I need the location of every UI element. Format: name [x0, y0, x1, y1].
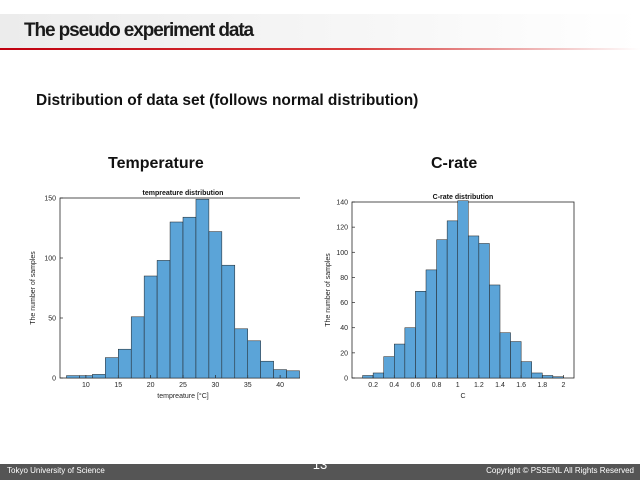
histogram-bar — [362, 375, 374, 379]
y-tick-label: 80 — [340, 275, 348, 282]
c-rate-heading: C-rate — [431, 155, 478, 172]
histogram-bar — [542, 375, 554, 379]
histogram-bar — [425, 269, 437, 379]
page-title: The pseudo experiment data — [24, 20, 254, 41]
x-tick-label: 1 — [456, 382, 460, 389]
y-tick-label: 20 — [340, 350, 348, 357]
histogram-bar — [372, 372, 384, 379]
histogram-bar — [404, 327, 416, 379]
page-number: 13 — [312, 457, 328, 472]
histogram-bar — [489, 284, 501, 379]
footer-bar: Tokyo University of Science 13 Copyright… — [0, 457, 640, 480]
histogram-bar — [286, 370, 300, 379]
x-tick-label: 0.6 — [411, 382, 421, 389]
c-rate-histogram: 0 20 40 60 80 100 120 140 0.2 0.4 0.6 0.8 1 1.2 1.4 1.6… — [325, 194, 575, 400]
temperature-heading: Temperature — [108, 155, 204, 172]
footer-organization: Tokyo University of Science — [7, 466, 105, 475]
x-tick-label: 25 — [179, 382, 187, 389]
x-tick-label: 35 — [244, 382, 252, 389]
y-tick-label: 50 — [48, 316, 56, 323]
title-bar — [0, 14, 640, 50]
x-tick-label: 1.8 — [537, 382, 547, 389]
y-axis-label: The number of samples — [30, 251, 37, 325]
histogram-bar — [156, 260, 171, 379]
y-tick-label: 150 — [44, 196, 56, 203]
y-tick-label: 120 — [336, 225, 348, 232]
x-tick-label: 40 — [276, 382, 284, 389]
histogram-bar — [457, 200, 469, 379]
histogram-bar — [510, 341, 522, 379]
x-tick-label: 1.4 — [495, 382, 505, 389]
x-axis-label: tempreature [°C] — [157, 392, 208, 400]
title-accent-line — [0, 48, 640, 50]
histogram-bar — [66, 375, 80, 379]
x-tick-label: 1.2 — [474, 382, 484, 389]
histogram-bar — [221, 264, 236, 379]
x-tick-label: 0.4 — [389, 382, 399, 389]
x-tick-label: 0.8 — [432, 382, 442, 389]
y-tick-label: 140 — [336, 200, 348, 207]
histogram-bar — [105, 357, 119, 379]
histogram-bar — [195, 198, 210, 379]
chart-title: C-rate distribution — [433, 194, 494, 201]
y-tick-label: 100 — [44, 256, 56, 263]
chart-title: tempreature distribution — [143, 190, 224, 197]
histogram-bar — [260, 360, 274, 379]
histogram-bar — [143, 275, 158, 379]
x-tick-label: 30 — [211, 382, 219, 389]
histogram-bar — [182, 216, 197, 379]
histogram-bar — [531, 372, 543, 379]
x-tick-label: 15 — [114, 382, 122, 389]
histogram-bar — [130, 316, 145, 379]
footer-copyright: Copyright © PSSENL All Rights Reserved — [486, 466, 634, 475]
x-tick-label: 10 — [82, 382, 90, 389]
histogram-bar — [499, 332, 511, 379]
y-tick-label: 100 — [336, 250, 348, 257]
histogram-bar — [234, 328, 248, 379]
y-tick-label: 60 — [340, 300, 348, 307]
y-tick-label: 0 — [344, 376, 348, 383]
histogram-bar — [92, 374, 106, 379]
x-axis-label: C — [460, 393, 465, 400]
y-tick-label: 40 — [340, 325, 348, 332]
histogram-bar — [552, 376, 564, 379]
y-tick-label: 0 — [52, 376, 56, 383]
histogram-bar — [118, 348, 132, 379]
histogram-bar — [520, 361, 532, 379]
y-axis-label: The number of samples — [325, 253, 332, 327]
histogram-bar — [169, 221, 184, 379]
histogram-bar — [468, 235, 480, 379]
histogram-bar — [383, 356, 395, 379]
histogram-bar — [247, 340, 261, 379]
temperature-histogram: 0 50 100 150 10 15 20 25 30 35 40 tempreature distr… — [30, 190, 300, 400]
histogram-bar — [436, 239, 448, 379]
x-tick-label: 0.2 — [368, 382, 378, 389]
histogram-bar — [208, 231, 223, 379]
histogram-bar — [415, 291, 427, 379]
slide-subtitle: Distribution of data set (follows normal… — [36, 92, 419, 109]
histogram-bar — [446, 220, 458, 379]
x-tick-label: 1.6 — [516, 382, 526, 389]
histogram-bar — [394, 343, 406, 379]
x-tick-label: 2 — [561, 382, 565, 389]
x-tick-label: 20 — [147, 382, 155, 389]
histogram-bar — [478, 243, 490, 379]
